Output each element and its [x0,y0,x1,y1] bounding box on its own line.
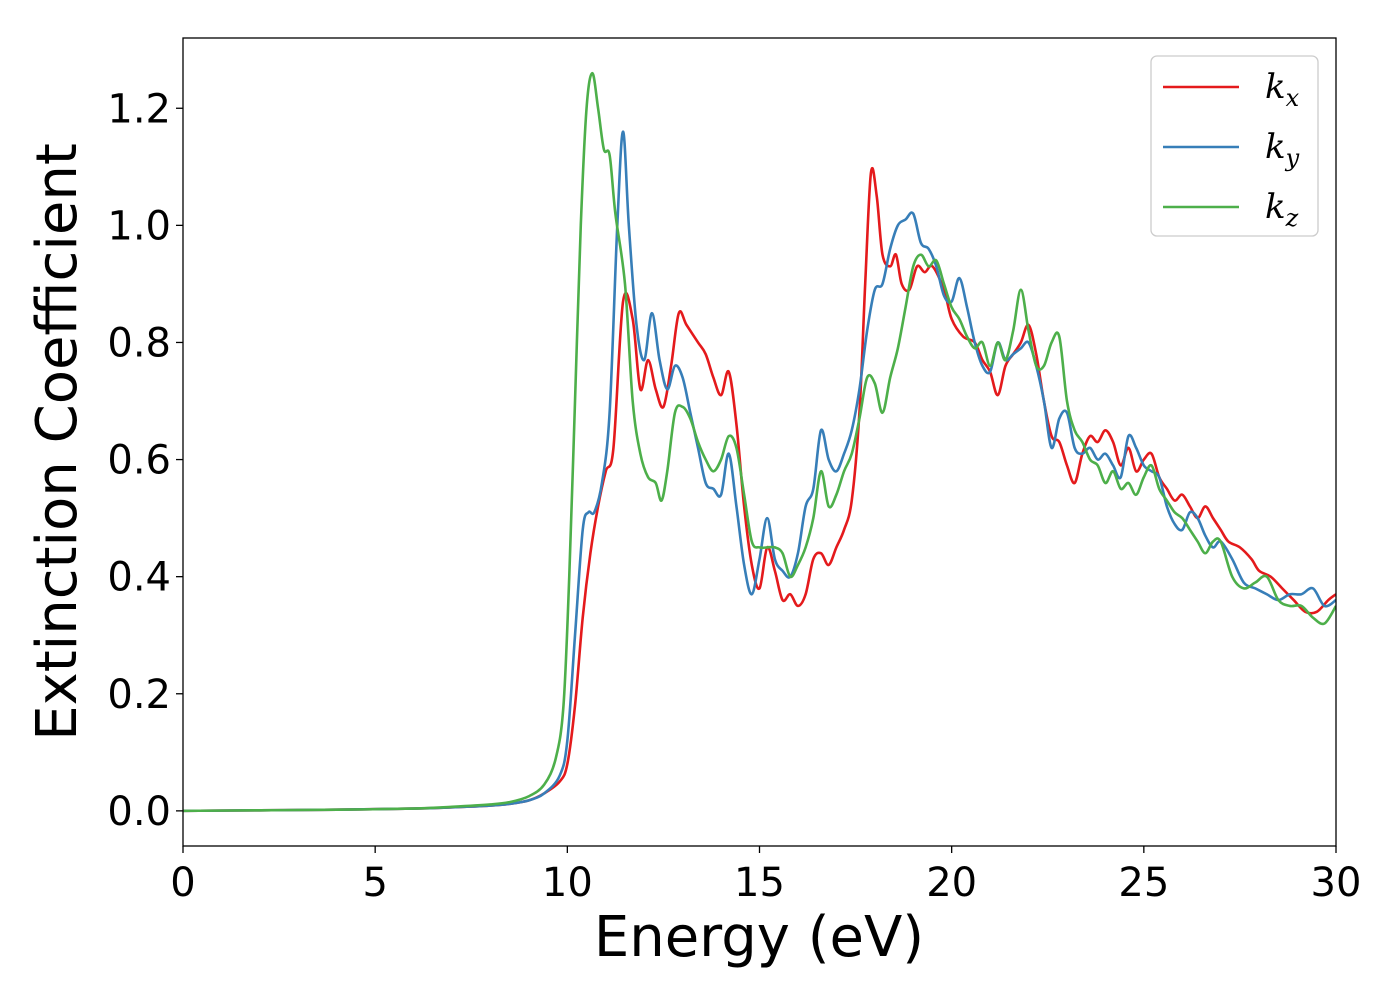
y-tick-label: 0.8 [107,320,171,366]
x-tick-label: 25 [1118,860,1169,906]
x-tick-label: 30 [1311,860,1362,906]
x-tick-label: 15 [734,860,785,906]
plot-area [182,37,1337,847]
y-axis-title: Extinction Coefficient [25,143,90,741]
x-tick-label: 5 [362,860,387,906]
legend-subscript: y [1285,144,1300,172]
y-tick-label: 0.2 [107,672,171,718]
legend-subscript: x [1286,84,1300,112]
x-axis-title: Energy (eV) [594,905,924,970]
y-tick-label: 1.2 [107,86,171,132]
y-axis-ticks: 0.0 0.2 0.4 0.6 0.8 1.0 1.2 [107,86,183,835]
x-tick-label: 20 [926,860,977,906]
y-tick-label: 1.0 [107,203,171,249]
series-line-x [183,166,1336,813]
series-line-z [183,71,1336,813]
x-tick-label: 10 [542,860,593,906]
y-tick-label: 0.0 [107,789,171,835]
y-tick-label: 0.6 [107,438,171,484]
y-tick-label: 0.4 [107,555,171,601]
series-line-y [183,130,1336,813]
x-axis-ticks: 0 5 10 15 20 25 30 [170,846,1361,906]
legend-subscript: z [1285,204,1299,232]
x-tick-label: 0 [170,860,195,906]
